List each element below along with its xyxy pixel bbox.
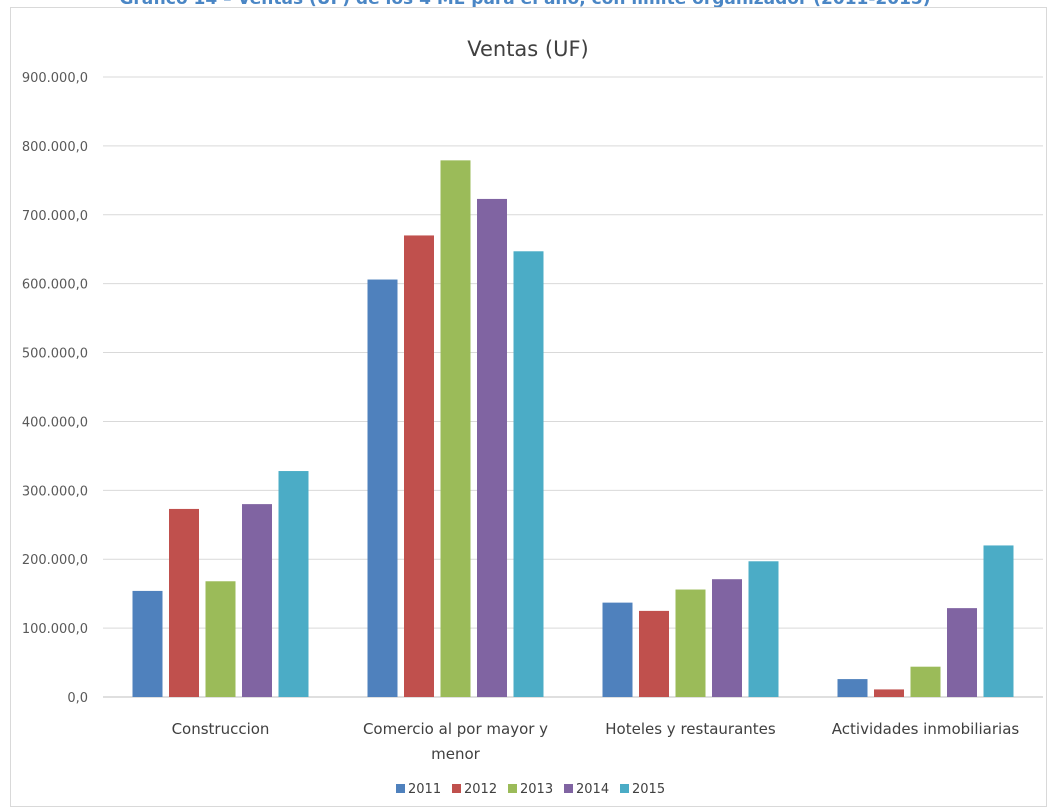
legend-swatch-2013 [508,784,517,793]
chart-frame [10,7,1047,807]
bar-2012-cat1 [404,235,434,697]
y-tick-label: 300.000,0 [22,484,88,499]
bar-2015-cat3 [983,545,1014,697]
x-category-label: Construccion [172,720,270,738]
bar-2012-cat0 [169,508,199,697]
legend-label-2011: 2011 [408,782,441,797]
y-tick-label: 800.000,0 [22,140,88,155]
bar-2011-cat0 [132,590,163,697]
bar-2012-cat2 [639,610,669,697]
y-tick-label: 200.000,0 [22,553,88,568]
bar-2014-cat3 [947,608,977,697]
bar-2011-cat2 [602,602,633,697]
bar-2014-cat1 [477,198,507,697]
x-category-label: Actividades inmobiliarias [832,720,1020,738]
legend-label-2012: 2012 [464,782,497,797]
bar-2011-cat3 [837,679,868,697]
x-axis-labels: Construccion Comercio al por mayor y menor… [172,720,1020,763]
bar-2013-cat3 [910,666,941,697]
y-tick-label: 100.000,0 [22,622,88,637]
y-tick-label: 900.000,0 [22,71,88,86]
x-category-label: Hoteles y restaurantes [605,720,776,738]
bar-2012-cat3 [874,689,904,697]
y-tick-label: 500.000,0 [22,347,88,362]
legend-label-2014: 2014 [576,782,609,797]
bar-2011-cat1 [367,279,398,697]
legend-label-2013: 2013 [520,782,553,797]
gridlines [103,76,1043,698]
y-axis-ticks: 0,0 100.000,0 200.000,0 300.000,0 400.000,0 5… [22,71,88,706]
bar-2013-cat0 [205,581,236,697]
y-tick-label: 700.000,0 [22,209,88,224]
y-tick-label: 400.000,0 [22,415,88,430]
y-tick-label: 600.000,0 [22,278,88,293]
chart-title: Ventas (UF) [467,37,589,61]
bar-2013-cat1 [440,160,471,697]
bar-2014-cat0 [242,504,272,697]
clipped-figure-caption: Gráfico 14 – Ventas (UF) de los 4 ME par… [0,0,1050,9]
legend-swatch-2012 [452,784,461,793]
legend-swatch-2015 [620,784,629,793]
x-category-label: Comercio al por mayor y [363,720,548,738]
bar-2014-cat2 [712,579,742,697]
bar-2015-cat2 [748,561,779,697]
bar-2015-cat0 [278,471,309,697]
legend-label-2015: 2015 [632,782,665,797]
legend: 2011 2012 2013 2014 2015 [396,782,665,797]
bar-2013-cat2 [675,589,706,697]
y-tick-label: 0,0 [67,691,88,706]
bar-2015-cat1 [513,251,544,698]
legend-swatch-2011 [396,784,405,793]
bars [132,160,1014,698]
x-category-label: menor [431,745,481,763]
legend-swatch-2014 [564,784,573,793]
